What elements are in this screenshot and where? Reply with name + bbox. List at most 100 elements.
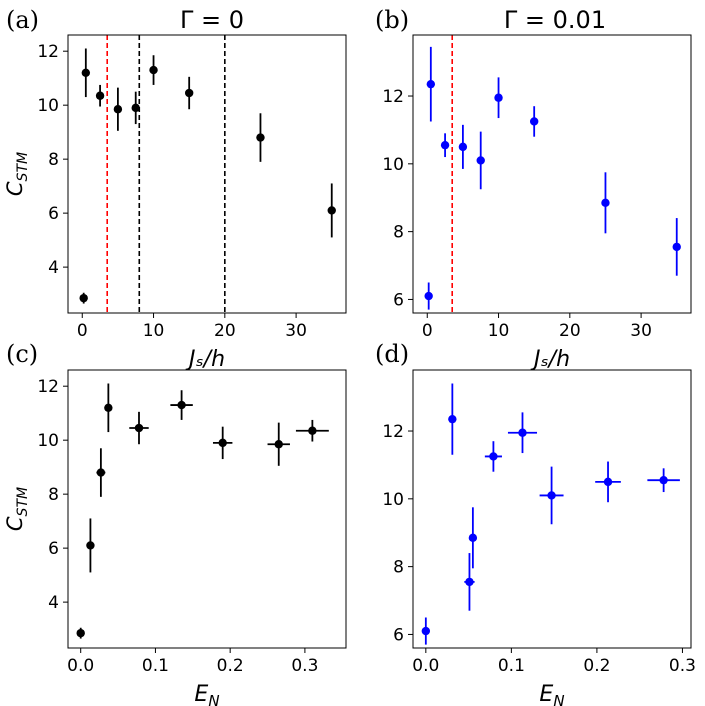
- marker: [256, 133, 265, 142]
- data-point: [468, 507, 478, 569]
- x-tick-label: 0: [422, 321, 433, 341]
- data-point: [448, 383, 457, 455]
- y-axis-label: CSTM: [3, 487, 31, 531]
- marker: [494, 93, 503, 102]
- marker: [672, 242, 681, 252]
- data-point: [426, 46, 436, 122]
- panel-c: 0.0 0.1 0.2 0.3 4 6 8 10 12 (c) EN CSTM: [3, 340, 347, 706]
- marker: [468, 533, 478, 543]
- marker: [149, 65, 158, 75]
- y-tick-label: 6: [48, 204, 59, 224]
- y-tick-label: 6: [393, 625, 404, 645]
- data-point: [267, 422, 290, 466]
- y-tick-label: 12: [37, 42, 59, 62]
- x-tick-label: 0.3: [669, 656, 696, 676]
- marker: [95, 91, 105, 100]
- x-tick-label: 20: [214, 321, 236, 341]
- y-tick-label: 10: [382, 490, 404, 510]
- y-tick-label: 8: [48, 485, 59, 505]
- y-tick-label: 12: [382, 87, 404, 107]
- x-tick-label: 0.2: [217, 656, 244, 676]
- data-point: [76, 627, 85, 639]
- panel-label: (a): [6, 6, 39, 34]
- data-point: [494, 77, 503, 119]
- x-tick-label: 0: [77, 321, 88, 341]
- marker: [547, 491, 556, 500]
- marker: [529, 117, 539, 126]
- data-point: [96, 448, 106, 497]
- marker: [424, 291, 433, 301]
- marker: [327, 206, 336, 215]
- data-point: [595, 461, 621, 503]
- data-point: [129, 411, 149, 445]
- data-point: [104, 383, 113, 433]
- data-point: [458, 124, 468, 169]
- marker: [308, 426, 317, 435]
- marker: [76, 628, 85, 638]
- data-point: [79, 292, 88, 304]
- marker: [426, 79, 436, 89]
- x-tick-label: 0.2: [583, 656, 610, 676]
- data-point: [81, 48, 91, 98]
- marker: [86, 541, 95, 550]
- x-axis-label: EN: [539, 682, 564, 706]
- x-tick-label: 10: [143, 321, 165, 341]
- marker: [489, 452, 498, 461]
- y-tick-label: 12: [37, 377, 59, 397]
- data-point: [295, 419, 329, 442]
- y-tick-label: 10: [37, 431, 59, 451]
- data-point: [212, 426, 233, 460]
- marker: [184, 88, 194, 98]
- marker: [465, 577, 474, 587]
- marker: [476, 156, 485, 165]
- data-point: [327, 183, 336, 238]
- marker: [601, 198, 610, 208]
- y-tick-label: 6: [48, 539, 59, 559]
- marker: [659, 475, 668, 485]
- axes-frame: [67, 34, 347, 314]
- marker: [131, 103, 140, 113]
- marker: [96, 468, 106, 477]
- data-point: [539, 466, 564, 525]
- data-point: [421, 617, 431, 645]
- marker: [448, 414, 457, 424]
- panel-b: 0 10 20 30 6 8 10 12 (b) Γ = 0.01 Jₛ/h: [375, 6, 692, 372]
- data-point: [464, 553, 475, 611]
- x-tick-label: 0.3: [291, 656, 318, 676]
- x-tick-label: 0.1: [498, 656, 525, 676]
- panel-label: (d): [375, 340, 409, 368]
- data-point: [184, 76, 194, 110]
- data-point: [131, 91, 140, 125]
- x-tick-label: 10: [488, 321, 510, 341]
- data-point: [149, 55, 158, 85]
- marker: [134, 423, 144, 433]
- data-point: [113, 87, 123, 131]
- y-axis-label-subscript: STM: [15, 152, 31, 182]
- y-tick-label: 8: [48, 150, 59, 170]
- axes-frame: [67, 369, 347, 649]
- x-tick-label: 20: [559, 321, 581, 341]
- y-tick-label: 4: [48, 593, 59, 613]
- data-point: [86, 518, 95, 573]
- data-point: [601, 172, 610, 234]
- data-point: [424, 282, 433, 310]
- data-point: [476, 131, 485, 190]
- marker: [274, 440, 283, 449]
- y-tick-label: 10: [37, 96, 59, 116]
- marker: [421, 626, 431, 636]
- x-axis-label: Jₛ/h: [530, 347, 570, 372]
- marker: [518, 428, 527, 437]
- y-tick-label: 10: [382, 155, 404, 175]
- panel-d: 0.0 0.1 0.2 0.3 6 8 10 12 (d) EN: [375, 340, 696, 706]
- marker: [79, 293, 88, 303]
- data-point: [440, 133, 450, 158]
- x-tick-label: 30: [285, 321, 307, 341]
- x-tick-label: 0.0: [67, 656, 94, 676]
- marker: [177, 400, 186, 410]
- marker: [104, 403, 113, 412]
- data-point: [484, 441, 502, 472]
- y-tick-label: 4: [48, 258, 59, 278]
- y-tick-label: 12: [382, 422, 404, 442]
- data-point: [529, 106, 539, 137]
